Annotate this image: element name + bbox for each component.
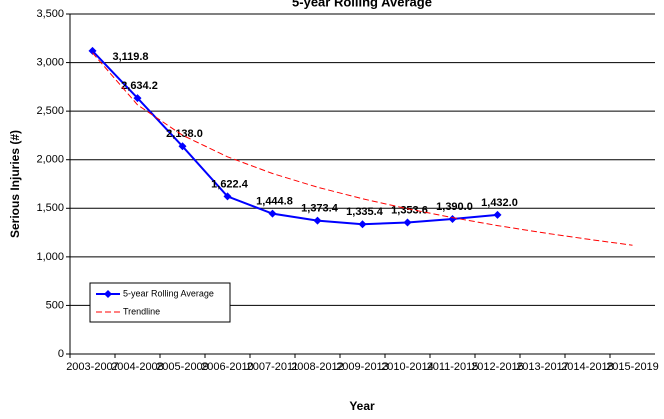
- data-label: 1,353.6: [391, 204, 428, 216]
- legend-box: [89, 282, 231, 323]
- x-tick-label: 2013-2017: [516, 361, 569, 373]
- x-tick-label: 2014-2018: [561, 361, 614, 373]
- x-tick-label: 2008-2012: [291, 361, 344, 373]
- y-tick-label: 1,500: [36, 202, 64, 214]
- x-tick-label: 2015-2019: [606, 361, 659, 373]
- y-tick-label: 2,000: [36, 154, 64, 166]
- data-label: 3,119.8: [112, 51, 148, 63]
- marker: [88, 46, 97, 55]
- x-tick-label: 2012-2016: [471, 361, 524, 373]
- marker: [448, 214, 457, 223]
- data-label: 1,335.4: [346, 206, 384, 218]
- marker: [223, 192, 232, 201]
- legend-marker: [104, 290, 112, 298]
- x-tick-label: 2003-2007: [66, 361, 119, 373]
- marker: [358, 220, 367, 229]
- data-label: 2,138.0: [166, 128, 203, 140]
- data-label: 2,634.2: [121, 80, 158, 92]
- y-tick-label: 3,500: [36, 8, 64, 20]
- marker: [493, 210, 502, 219]
- y-tick-label: 0: [58, 348, 64, 360]
- x-tick-label: 2007-2011: [247, 361, 299, 373]
- marker: [313, 216, 322, 225]
- x-axis-label: Year: [349, 399, 375, 413]
- y-tick-label: 500: [46, 299, 64, 311]
- marker: [403, 218, 412, 227]
- y-tick-label: 3,000: [36, 56, 64, 68]
- series-line: [91, 50, 498, 226]
- x-tick-label: 2006-2010: [201, 361, 254, 373]
- y-tick-label: 2,500: [36, 105, 64, 117]
- trendline: [92, 52, 633, 246]
- legend-label: 5-year Rolling Average: [123, 288, 214, 298]
- data-label: 1,444.8: [256, 196, 293, 208]
- y-tick-label: 1,000: [36, 251, 64, 263]
- legend-label: Trendline: [123, 306, 160, 316]
- marker: [133, 94, 142, 103]
- data-label: 1,373.4: [301, 202, 339, 214]
- data-label: 1,390.0: [436, 201, 473, 213]
- data-label: 1,432.0: [481, 197, 518, 209]
- marker: [268, 209, 277, 218]
- x-tick-label: 2009-2013: [336, 361, 389, 373]
- x-tick-label: 2010-2014: [381, 361, 434, 373]
- x-tick-label: 2005-2009: [156, 361, 209, 373]
- marker: [178, 142, 187, 151]
- x-tick-label: 2004-2008: [111, 361, 164, 373]
- data-label: 1,622.4: [211, 178, 249, 190]
- chart-title: 5-year Rolling Average: [292, 0, 432, 9]
- x-tick-label: 2011-2015: [427, 361, 479, 373]
- y-axis-label: Serious Injuries (#): [8, 130, 22, 238]
